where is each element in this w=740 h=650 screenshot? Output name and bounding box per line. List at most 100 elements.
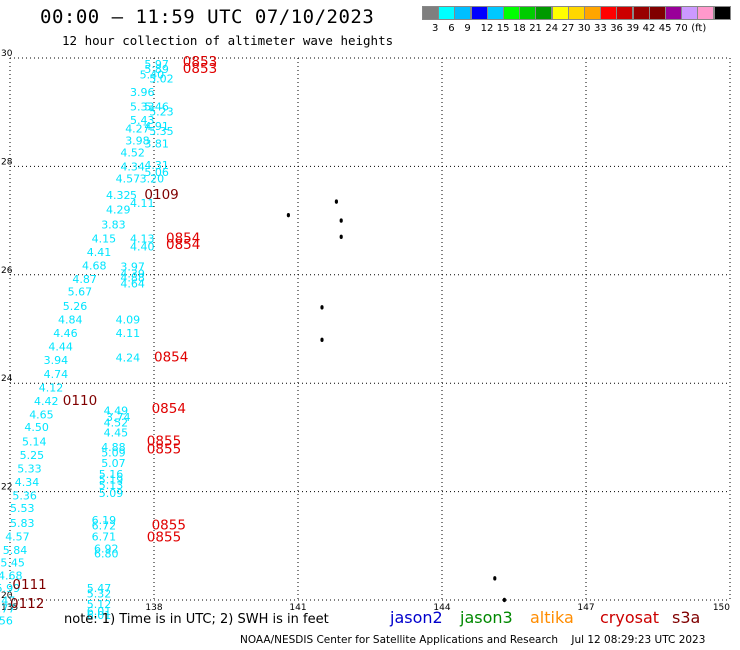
pass-time-label: 0854 xyxy=(166,230,200,246)
wave-height-value: 4.27 xyxy=(125,122,150,135)
wave-height-value: 5.19 xyxy=(99,473,124,486)
x-tick-label: 135 xyxy=(1,603,18,613)
wave-height-value: 5.33 xyxy=(17,463,42,476)
wave-height-value: 4.42 xyxy=(34,395,59,408)
legend-label: 15 xyxy=(496,23,510,34)
wave-height-value: 5.26 xyxy=(63,300,88,313)
legend-swatch xyxy=(454,6,472,20)
wave-height-value: 4.52 xyxy=(104,417,129,430)
wave-height-value: 5.09 xyxy=(99,487,124,500)
legend-swatch xyxy=(519,6,537,20)
legend-swatch xyxy=(535,6,553,20)
pass-time-label: 0855 xyxy=(147,529,181,545)
y-tick-label: 24 xyxy=(1,374,13,384)
legend-swatch xyxy=(697,6,715,20)
wave-height-value: 5.89 xyxy=(144,63,169,76)
wave-height-value: 5.84 xyxy=(3,544,28,557)
page-subtitle: 12 hour collection of altimeter wave hei… xyxy=(62,33,394,48)
wave-height-value: 5.99 xyxy=(0,582,20,595)
wave-height-value: 6.01 xyxy=(87,605,112,618)
wave-height-value: 4.40 xyxy=(130,240,155,253)
credit-line: NOAA/NESDIS Center for Satellite Applica… xyxy=(240,634,706,646)
pass-time-label: 0854 xyxy=(152,401,186,417)
wave-height-value: 6.92 xyxy=(94,542,119,555)
legend-swatch xyxy=(616,6,634,20)
legend-label: 24 xyxy=(545,23,559,34)
pass-time-label: 0855 xyxy=(152,518,186,534)
wave-height-value: 5.35 xyxy=(149,125,174,138)
legend-swatch xyxy=(551,6,569,20)
island-mark xyxy=(493,576,497,581)
legend-label: 18 xyxy=(513,23,526,34)
legend-label: 30 xyxy=(577,23,591,34)
wave-height-value: 4.45 xyxy=(104,426,129,439)
wave-height-value: 6.72 xyxy=(92,520,117,533)
legend-label: 42 xyxy=(642,23,656,34)
wave-height-value: 5.46 xyxy=(144,101,169,114)
legend-label: 36 xyxy=(610,23,623,34)
wave-height-value: 3.96 xyxy=(130,86,155,99)
wave-height-value: 4.87 xyxy=(72,273,97,286)
page-title: 00:00 – 11:59 UTC 07/10/2023 xyxy=(40,6,375,28)
wave-height-value: 4.34 xyxy=(120,161,144,174)
wave-height-value: 4.46 xyxy=(53,327,77,340)
legend-label: 12 xyxy=(480,23,494,34)
legend-swatch xyxy=(713,6,731,20)
wave-height-value: 5 xyxy=(130,189,137,202)
wave-height-value: 5.40 xyxy=(140,69,165,82)
legend-label: 21 xyxy=(529,23,542,34)
wave-height-value: 4.57 xyxy=(5,530,30,543)
wave-height-value: 4.88 xyxy=(120,271,144,284)
wave-height-value: 4.52 xyxy=(120,147,144,160)
wave-height-value: 4.91 xyxy=(144,120,169,133)
wave-height-value: 4.74 xyxy=(44,368,69,381)
wave-height-value: 3.20 xyxy=(140,173,165,186)
legend-label: 45 xyxy=(658,23,672,34)
wave-height-value: 5.47 xyxy=(0,594,15,607)
wave-height-value: 5.33 xyxy=(130,101,155,114)
legend-label: (ft) xyxy=(691,23,707,34)
pass-time-label: 0109 xyxy=(144,187,178,203)
wave-height-value: 5.47 xyxy=(87,582,112,595)
pass-time-label: 0112 xyxy=(10,596,44,612)
wave-height-value: 3.74 xyxy=(106,411,131,424)
wave-height-value: 6.71 xyxy=(92,530,117,543)
legend-label: 6 xyxy=(448,23,455,34)
wave-height-value: 5.09 xyxy=(101,446,126,459)
wave-height-value: 5.53 xyxy=(10,502,35,515)
legend-swatch xyxy=(632,6,650,20)
pass-time-label: 0855 xyxy=(147,442,181,458)
wave-height-value: 5.13 xyxy=(99,479,124,492)
wave-height-value: 5.32 xyxy=(87,587,112,600)
wave-height-value: 5.83 xyxy=(10,517,35,530)
legend-label: 27 xyxy=(561,23,575,34)
wave-height-value: 4.24 xyxy=(116,352,141,365)
island-mark xyxy=(339,234,343,240)
wave-height-value: 4.65 xyxy=(29,408,54,421)
pass-time-label: 0110 xyxy=(63,393,97,409)
wave-height-value: 4.41 xyxy=(87,246,112,259)
wave-height-value: 4.29 xyxy=(106,204,131,217)
island-mark xyxy=(502,597,506,603)
island-mark xyxy=(339,218,343,223)
x-tick-label: 147 xyxy=(577,603,594,613)
legend-swatch xyxy=(681,6,699,20)
wave-height-value: 5.16 xyxy=(99,468,124,481)
wave-height-value: 4.88 xyxy=(101,441,126,454)
wave-height-value: 3.97 xyxy=(120,260,144,273)
y-tick-label: 26 xyxy=(1,266,13,276)
legend-label: 3 xyxy=(432,23,439,34)
wave-height-value: 4.68 xyxy=(0,569,23,582)
pass-time-label: 0854 xyxy=(154,350,188,366)
wave-height-value: 5.67 xyxy=(68,285,93,298)
wave-height-value: 4.44 xyxy=(48,341,73,354)
y-tick-label: 28 xyxy=(1,157,13,167)
wave-height-value: 4.84 xyxy=(58,314,83,327)
x-tick-label: 144 xyxy=(433,603,450,613)
pass-time-label: 0853 xyxy=(183,54,217,70)
footer-note: note: 1) Time is in UTC; 2) SWH is in fe… xyxy=(64,612,329,627)
wave-height-value: 4.57 xyxy=(116,173,141,186)
legend-label: 9 xyxy=(464,23,471,34)
x-tick-label: 150 xyxy=(713,603,730,613)
satellite-label-altika: altika xyxy=(530,608,574,627)
